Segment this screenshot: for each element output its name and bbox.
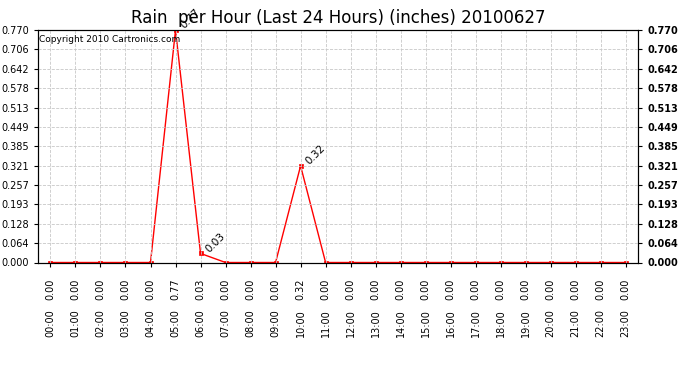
Text: 22:00: 22:00 — [595, 309, 606, 337]
Text: 0.00: 0.00 — [270, 279, 281, 300]
Text: 0.00: 0.00 — [571, 279, 581, 300]
Text: 00:00: 00:00 — [46, 309, 55, 337]
Text: 0.32: 0.32 — [295, 279, 306, 300]
Text: 0.03: 0.03 — [204, 231, 227, 254]
Text: 14:00: 14:00 — [395, 309, 406, 337]
Text: Copyright 2010 Cartronics.com: Copyright 2010 Cartronics.com — [39, 34, 180, 44]
Text: 13:00: 13:00 — [371, 309, 381, 337]
Text: 0.00: 0.00 — [95, 279, 106, 300]
Text: 0.00: 0.00 — [371, 279, 381, 300]
Text: 0.00: 0.00 — [471, 279, 481, 300]
Text: 0.00: 0.00 — [346, 279, 355, 300]
Text: 0.00: 0.00 — [246, 279, 255, 300]
Text: 0.32: 0.32 — [304, 143, 327, 166]
Text: 02:00: 02:00 — [95, 309, 106, 337]
Text: 0.00: 0.00 — [546, 279, 555, 300]
Text: 0.00: 0.00 — [146, 279, 155, 300]
Text: 0.77: 0.77 — [170, 279, 181, 300]
Text: 0.00: 0.00 — [521, 279, 531, 300]
Text: 0.00: 0.00 — [421, 279, 431, 300]
Text: 0.00: 0.00 — [621, 279, 631, 300]
Text: 15:00: 15:00 — [421, 309, 431, 337]
Text: 0.00: 0.00 — [595, 279, 606, 300]
Text: 05:00: 05:00 — [170, 309, 181, 337]
Text: 0.00: 0.00 — [446, 279, 455, 300]
Text: 03:00: 03:00 — [121, 309, 130, 337]
Text: 09:00: 09:00 — [270, 309, 281, 337]
Text: 12:00: 12:00 — [346, 309, 355, 337]
Text: 10:00: 10:00 — [295, 309, 306, 337]
Text: 07:00: 07:00 — [221, 309, 230, 337]
Text: 04:00: 04:00 — [146, 309, 155, 337]
Title: Rain  per Hour (Last 24 Hours) (inches) 20100627: Rain per Hour (Last 24 Hours) (inches) 2… — [131, 9, 545, 27]
Text: 0.00: 0.00 — [321, 279, 331, 300]
Text: 0.00: 0.00 — [221, 279, 230, 300]
Text: 0.00: 0.00 — [121, 279, 130, 300]
Text: 19:00: 19:00 — [521, 309, 531, 337]
Text: 0.77: 0.77 — [179, 7, 202, 30]
Text: 0.00: 0.00 — [46, 279, 55, 300]
Text: 20:00: 20:00 — [546, 309, 555, 337]
Text: 16:00: 16:00 — [446, 309, 455, 337]
Text: 06:00: 06:00 — [195, 309, 206, 337]
Text: 17:00: 17:00 — [471, 309, 481, 337]
Text: 01:00: 01:00 — [70, 309, 81, 337]
Text: 0.00: 0.00 — [495, 279, 506, 300]
Text: 0.03: 0.03 — [195, 279, 206, 300]
Text: 21:00: 21:00 — [571, 309, 581, 337]
Text: 18:00: 18:00 — [495, 309, 506, 337]
Text: 0.00: 0.00 — [70, 279, 81, 300]
Text: 08:00: 08:00 — [246, 309, 255, 337]
Text: 0.00: 0.00 — [395, 279, 406, 300]
Text: 11:00: 11:00 — [321, 309, 331, 337]
Text: 23:00: 23:00 — [621, 309, 631, 337]
